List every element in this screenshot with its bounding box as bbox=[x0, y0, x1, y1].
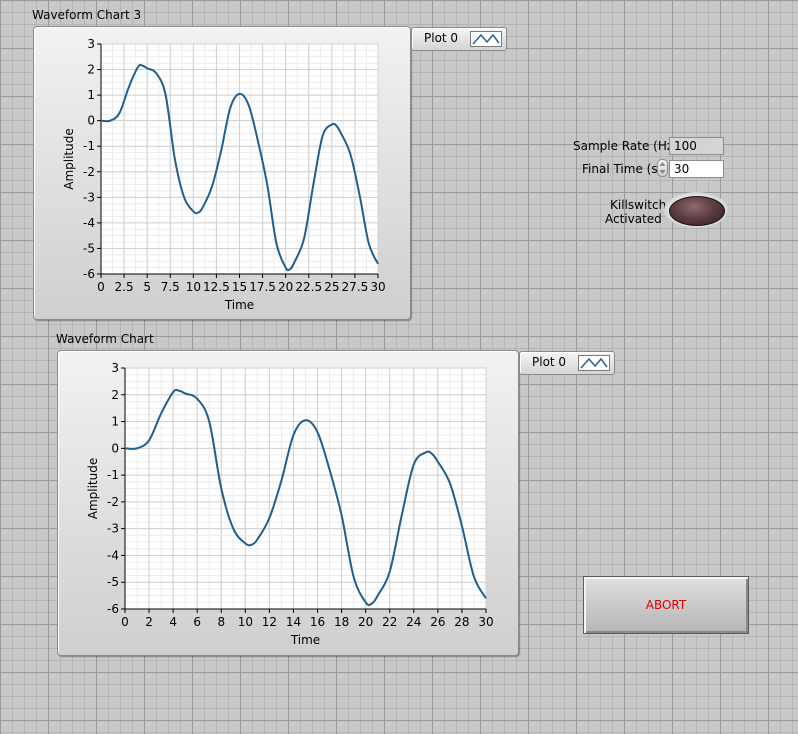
final-time-input[interactable]: 30 bbox=[669, 160, 724, 178]
sample-rate-indicator: 100 bbox=[669, 137, 724, 155]
chart1-legend-label: Plot 0 bbox=[424, 31, 459, 45]
x-tick-label: 0 bbox=[97, 280, 105, 294]
chart2-frame bbox=[57, 350, 519, 656]
plot-line-icon bbox=[470, 31, 502, 47]
x-tick-label: 22.5 bbox=[295, 280, 322, 294]
y-tick-label: -1 bbox=[83, 139, 95, 153]
y-tick-label: 2 bbox=[87, 63, 95, 77]
y-tick-label: -3 bbox=[83, 190, 95, 204]
x-tick-label: 25 bbox=[324, 280, 339, 294]
x-tick-label: 17.5 bbox=[249, 280, 276, 294]
x-tick-label: 20 bbox=[278, 280, 293, 294]
x-tick-label: 30 bbox=[370, 280, 385, 294]
plot-line-icon bbox=[578, 355, 610, 371]
x-tick-label: 10 bbox=[186, 280, 201, 294]
x-tick-label: 27.5 bbox=[342, 280, 369, 294]
x-axis-label: Time bbox=[224, 298, 254, 312]
killswitch-label-line2: Activated bbox=[605, 212, 662, 226]
chart1-legend[interactable]: Plot 0 bbox=[411, 27, 507, 51]
led-lamp-icon bbox=[669, 196, 725, 226]
killswitch-label-line1: Killswitch bbox=[610, 198, 667, 212]
y-tick-label: 0 bbox=[87, 114, 95, 128]
final-time-stepper[interactable] bbox=[657, 159, 668, 177]
y-tick-label: 1 bbox=[87, 88, 95, 102]
x-tick-label: 5 bbox=[143, 280, 151, 294]
killswitch-led bbox=[664, 192, 728, 228]
y-tick-label: -2 bbox=[83, 165, 95, 179]
y-tick-label: -4 bbox=[83, 216, 95, 230]
chart1-label: Waveform Chart 3 bbox=[32, 8, 142, 22]
abort-button[interactable]: ABORT bbox=[583, 576, 749, 634]
final-time-label: Final Time (s) bbox=[582, 162, 663, 176]
chart2-label: Waveform Chart bbox=[56, 332, 154, 346]
x-tick-label: 7.5 bbox=[161, 280, 180, 294]
sample-rate-label: Sample Rate (Hz) bbox=[573, 139, 678, 153]
x-tick-label: 12.5 bbox=[203, 280, 230, 294]
y-tick-label: 3 bbox=[87, 37, 95, 51]
abort-button-label: ABORT bbox=[645, 598, 687, 612]
x-tick-label: 2.5 bbox=[115, 280, 134, 294]
y-axis-label: Amplitude bbox=[62, 128, 76, 190]
y-tick-label: -6 bbox=[83, 267, 95, 281]
y-tick-label: -5 bbox=[83, 241, 95, 255]
chart2-legend-label: Plot 0 bbox=[532, 355, 567, 369]
chart2-legend[interactable]: Plot 0 bbox=[519, 351, 615, 375]
x-tick-label: 15 bbox=[232, 280, 247, 294]
plot0-trace bbox=[100, 63, 379, 272]
